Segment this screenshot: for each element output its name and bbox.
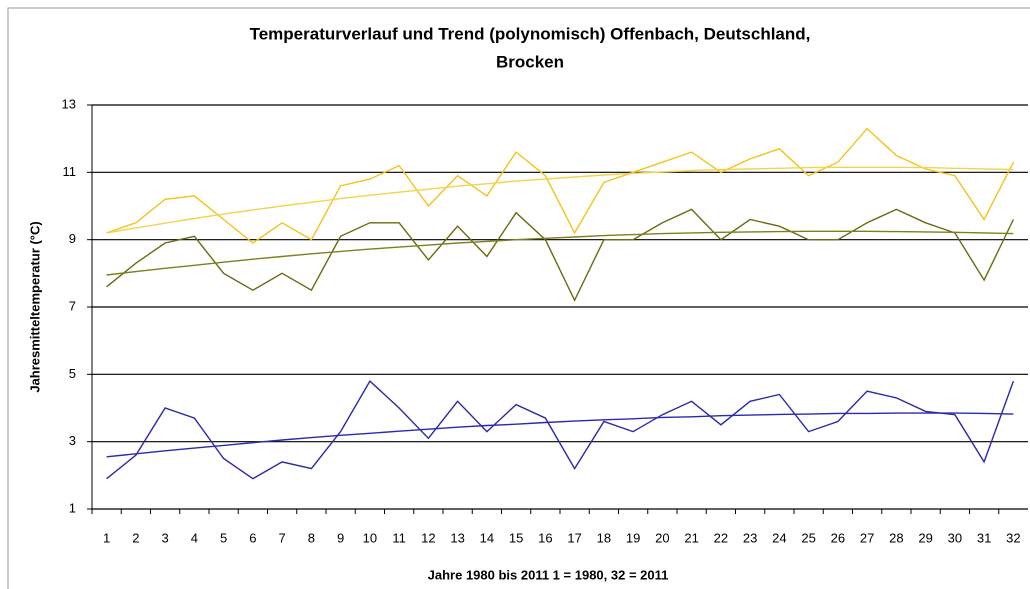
y-tick-label: 9	[69, 231, 76, 246]
x-tick-label: 17	[567, 530, 581, 545]
chart-frame	[7, 7, 1030, 589]
x-axis-label: Jahre 1980 bis 2011 1 = 1980, 32 = 2011	[428, 567, 669, 582]
y-tick-label: 11	[63, 164, 77, 179]
x-tick-label: 29	[918, 530, 932, 545]
x-tick-label: 31	[977, 530, 991, 545]
chart-title: Temperaturverlauf und Trend (polynomisch…	[250, 24, 811, 43]
x-tick-label: 13	[450, 530, 464, 545]
x-tick-label: 10	[363, 530, 377, 545]
x-tick-label: 19	[626, 530, 640, 545]
series-line	[106, 230, 1014, 276]
chart-title: Brocken	[496, 52, 564, 71]
x-tick-label: 23	[743, 530, 757, 545]
x-tick-label: 6	[249, 530, 256, 545]
x-tick-label: 11	[392, 530, 406, 545]
series-line	[106, 127, 1015, 244]
y-tick-label: 3	[69, 433, 76, 448]
y-axis-label: Jahresmitteltemperatur (°C)	[27, 221, 42, 392]
x-tick-label: 5	[220, 530, 227, 545]
x-tick-label: 21	[684, 530, 698, 545]
series-line	[106, 166, 1014, 234]
x-tick-label: 28	[889, 530, 903, 545]
x-tick-label: 22	[714, 530, 728, 545]
x-tick-label: 30	[948, 530, 962, 545]
x-tick-label: 32	[1006, 530, 1020, 545]
x-tick-label: 20	[655, 530, 669, 545]
x-tick-label: 14	[480, 530, 494, 545]
series-line	[106, 208, 1015, 302]
x-tick-label: 8	[308, 530, 315, 545]
x-tick-label: 3	[162, 530, 169, 545]
y-tick-label: 7	[69, 298, 76, 313]
x-tick-label: 16	[538, 530, 552, 545]
x-tick-label: 2	[132, 530, 139, 545]
x-tick-label: 26	[831, 530, 845, 545]
x-tick-label: 12	[421, 530, 435, 545]
x-tick-label: 15	[509, 530, 523, 545]
x-tick-label: 24	[772, 530, 786, 545]
x-tick-label: 4	[191, 530, 198, 545]
x-tick-label: 27	[860, 530, 874, 545]
y-tick-label: 1	[69, 500, 76, 515]
series-line	[106, 379, 1015, 480]
x-tick-label: 18	[597, 530, 611, 545]
y-tick-label: 5	[69, 366, 76, 381]
y-tick-label: 13	[62, 96, 76, 111]
x-tick-label: 7	[279, 530, 286, 545]
x-tick-label: 1	[103, 530, 110, 545]
x-tick-label: 25	[801, 530, 815, 545]
x-tick-label: 9	[337, 530, 344, 545]
series-line	[106, 412, 1014, 458]
